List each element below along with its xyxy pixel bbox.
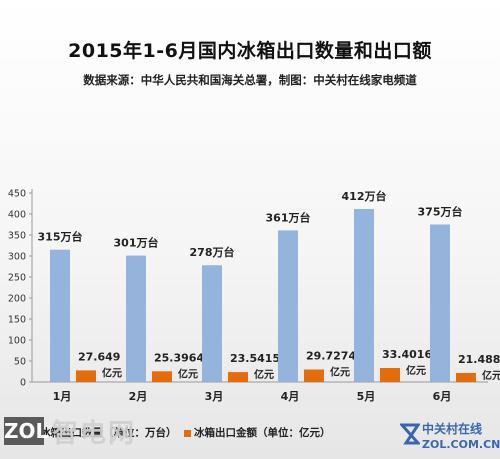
data-label-amount: 33.4016 (382, 348, 432, 361)
x-tick-label: 6月 (433, 390, 452, 403)
y-tick-label: 300 (8, 252, 26, 263)
zol-watermark-right: 中关村在线 ZOL.COM.CN (400, 417, 500, 455)
y-tick-label: 100 (8, 336, 26, 347)
bar-amount (380, 367, 400, 382)
bar-amount (304, 369, 324, 382)
x-tick-label: 1月 (53, 390, 72, 403)
y-tick-label: 50 (14, 357, 26, 368)
data-label-amount: 25.3964 (154, 351, 204, 364)
zol-watermark-left: ZOL 智电网 (4, 411, 194, 451)
data-label-amount: 23.5415 (230, 352, 280, 365)
chart-subtitle: 数据来源：中华人民共和国海关总署，制图：中关村在线家电频道 (83, 73, 417, 87)
y-tick-label: 450 (8, 189, 26, 200)
y-tick-label: 0 (20, 378, 26, 389)
data-label-quantity: 412万台 (342, 189, 387, 203)
y-tick-label: 200 (8, 294, 26, 305)
y-tick-label: 250 (8, 273, 26, 284)
data-label-amount: 29.7274 (306, 350, 356, 363)
legend-label-amount: 冰箱出口金额（单位：亿元） (194, 427, 331, 439)
y-tick-label: 150 (8, 315, 26, 326)
zol-brand-name: 中关村在线 (422, 422, 483, 436)
x-tick-label: 5月 (357, 390, 376, 403)
zol-brand-url: ZOL.COM.CN (422, 438, 500, 451)
chart-title: 2015年1-6月国内冰箱出口数量和出口额 (68, 40, 432, 62)
legend-swatch-amount (184, 429, 191, 437)
zol-logo-icon (400, 423, 420, 445)
bar-quantity (126, 255, 146, 382)
data-label-amount-unit: 亿元 (178, 367, 198, 380)
bar-quantity (278, 230, 298, 382)
bar-quantity (50, 249, 70, 382)
x-tick-label: 2月 (129, 390, 148, 403)
watermark-text: 智电网 (52, 419, 137, 449)
y-tick-label: 350 (8, 231, 26, 242)
zol-logo-badge: ZOL (4, 417, 49, 445)
data-label-amount-unit: 亿元 (406, 364, 426, 377)
bar-quantity (430, 224, 450, 382)
data-label-amount: 21.4889 (458, 353, 500, 366)
y-tick-label: 400 (8, 210, 26, 221)
bar-amount (76, 370, 96, 382)
data-label-amount-unit: 亿元 (482, 369, 500, 382)
data-label-quantity: 315万台 (38, 230, 83, 244)
bar-amount (456, 372, 476, 382)
data-label-amount-unit: 亿元 (102, 366, 122, 379)
bar-amount (152, 371, 172, 382)
data-label-amount-unit: 亿元 (254, 368, 274, 381)
data-label-quantity: 375万台 (418, 205, 463, 219)
data-label-amount-unit: 亿元 (330, 366, 350, 379)
legend-item-amount: 冰箱出口金额（单位：亿元） (184, 425, 331, 440)
data-label-amount: 27.649 (78, 350, 120, 363)
data-label-quantity: 361万台 (266, 210, 311, 224)
x-tick-label: 4月 (281, 390, 300, 403)
x-tick-label: 3月 (205, 390, 224, 403)
bar-amount (228, 372, 248, 382)
data-label-quantity: 301万台 (114, 236, 159, 250)
bar-quantity (202, 265, 222, 382)
data-label-quantity: 278万台 (190, 245, 235, 259)
bar-quantity (354, 208, 374, 382)
legend-label-quantity: 冰箱出口数量（单位：万台） (40, 427, 177, 439)
